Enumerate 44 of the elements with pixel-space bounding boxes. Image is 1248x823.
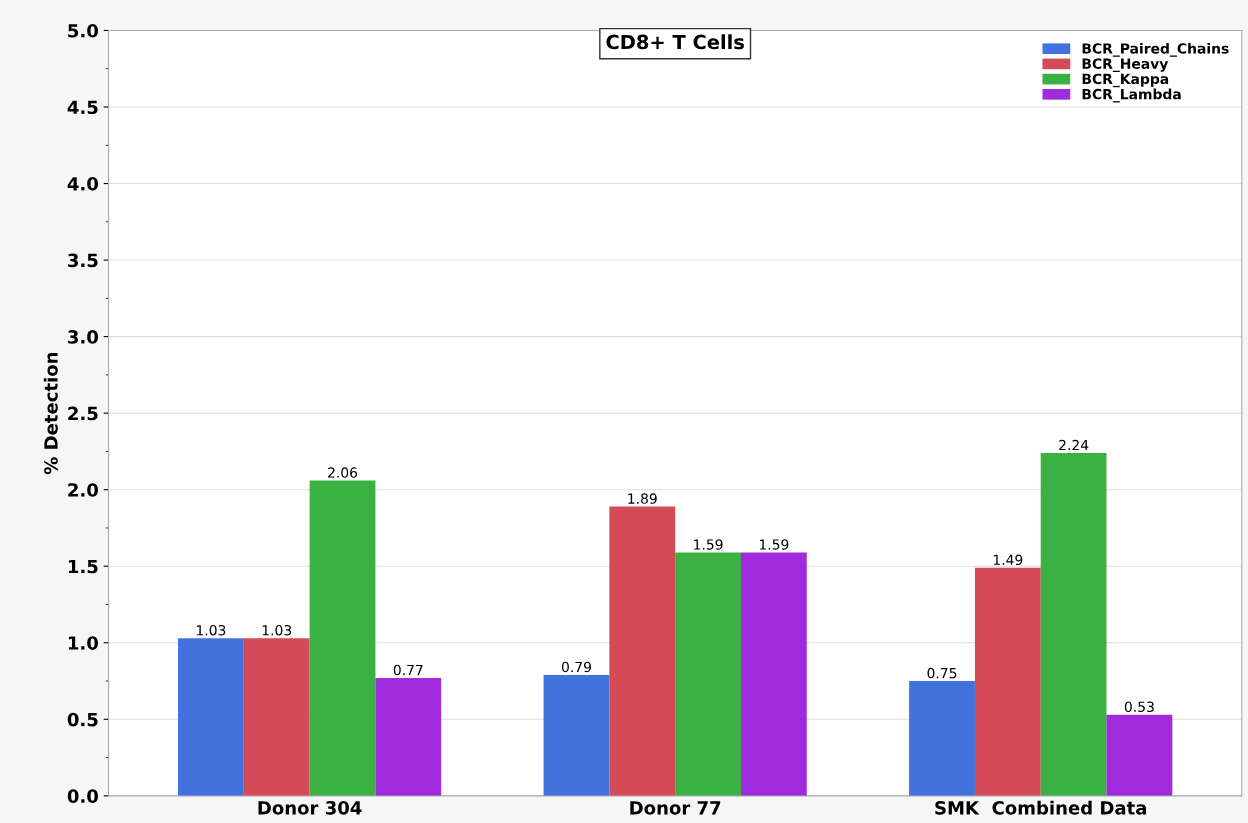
bar <box>1106 714 1173 796</box>
chart-title: CD8+ T Cells <box>606 34 744 50</box>
bar <box>740 552 807 796</box>
legend-label: BCR_Paired_Chains <box>1082 42 1229 57</box>
legend-label: BCR_Heavy <box>1082 58 1169 72</box>
x-tick-label: SMK Combined Data <box>935 800 1146 815</box>
bar <box>178 638 244 796</box>
data-label: 1.89 <box>628 493 657 504</box>
y-tick-label: 0.5 <box>67 712 98 727</box>
legend-label: BCR_Kappa <box>1082 73 1169 88</box>
y-tick-label: 1.5 <box>68 559 98 574</box>
y-tick-label: 4.0 <box>67 176 98 191</box>
bar <box>675 552 741 796</box>
x-tick-label: Donor 304 <box>258 801 362 815</box>
y-tick-label: 0.0 <box>67 789 98 803</box>
legend-label: BCR_Lambda <box>1082 88 1181 103</box>
data-label: 0.75 <box>927 667 957 679</box>
data-label: 1.59 <box>694 539 723 550</box>
bar <box>243 638 310 796</box>
data-label: 1.49 <box>993 554 1023 566</box>
y-tick-label: 3.5 <box>68 253 98 268</box>
data-label: 1.03 <box>262 624 292 636</box>
y-tick-label: 4.5 <box>67 100 98 115</box>
data-label: 0.77 <box>393 664 423 676</box>
bar <box>309 480 376 796</box>
x-tick-label: Donor 77 <box>630 801 721 815</box>
y-tick-label: 3.0 <box>68 330 98 344</box>
bar <box>909 681 975 796</box>
data-label: 0.79 <box>561 661 591 673</box>
bar <box>375 677 442 796</box>
bar <box>1040 452 1107 796</box>
y-tick-label: 5.0 <box>68 23 98 38</box>
bar <box>543 674 610 796</box>
bar <box>974 567 1041 796</box>
y-tick-label: 2.0 <box>68 483 98 497</box>
bar <box>609 506 676 796</box>
data-label: 2.24 <box>1059 439 1089 451</box>
data-label: 0.53 <box>1124 701 1154 713</box>
y-axis-title: % Detection <box>43 352 58 475</box>
data-label: 1.03 <box>196 624 226 636</box>
y-tick-label: 2.5 <box>68 406 98 421</box>
data-label: 2.06 <box>328 467 358 478</box>
y-tick-label: 1.0 <box>68 636 98 650</box>
data-label: 1.59 <box>759 539 789 550</box>
